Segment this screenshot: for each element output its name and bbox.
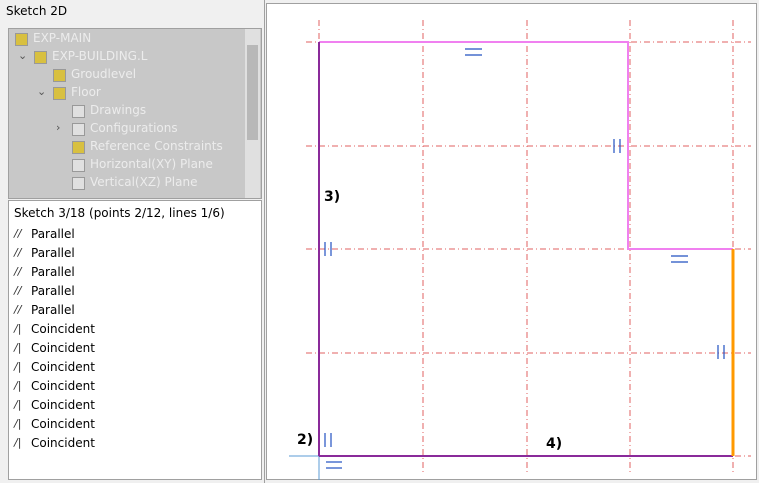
constraint-icon: //	[14, 284, 22, 297]
tree-item[interactable]: Drawings	[90, 103, 147, 117]
canvas-label: 2)	[297, 432, 313, 448]
tree-item[interactable]: Vertical(XZ) Plane	[90, 175, 198, 189]
tree-item[interactable]: Configurations	[90, 121, 178, 135]
constraint-item[interactable]: Parallel	[31, 265, 75, 279]
constraint-icon: /|	[14, 398, 22, 411]
constraint-icon: //	[14, 227, 22, 240]
tree-icon	[72, 159, 85, 172]
constraint-item[interactable]: Coincident	[31, 436, 95, 450]
constraint-icon: //	[14, 265, 22, 278]
constraint-item[interactable]: Parallel	[31, 246, 75, 260]
canvas-frame	[266, 3, 757, 480]
canvas-label: 3)	[324, 189, 340, 205]
constraint-item[interactable]: Coincident	[31, 341, 95, 355]
constraint-item[interactable]: Coincident	[31, 417, 95, 431]
expander[interactable]: ⌄	[18, 49, 28, 62]
tree-item[interactable]: EXP-BUILDING.L	[52, 49, 148, 63]
tree-icon	[34, 51, 47, 64]
constraint-icon: /|	[14, 379, 22, 392]
constraint-item[interactable]: Parallel	[31, 227, 75, 241]
tree-item[interactable]: Horizontal(XY) Plane	[90, 157, 213, 171]
tree-item[interactable]: Reference Constraints	[90, 139, 223, 153]
tree-icon	[53, 87, 66, 100]
constraint-icon: /|	[14, 341, 22, 354]
constraint-item[interactable]: Parallel	[31, 303, 75, 317]
tree-icon	[72, 123, 85, 136]
tree-icon	[72, 177, 85, 190]
sketch-header: Sketch 3/18 (points 2/12, lines 1/6)	[14, 206, 225, 220]
expander[interactable]: ⌄	[37, 85, 47, 98]
constraint-glyphs	[324, 48, 725, 469]
tree-item[interactable]: Floor	[71, 85, 101, 99]
canvas-label: 4)	[546, 436, 562, 452]
constraint-item[interactable]: Parallel	[31, 284, 75, 298]
constraint-icon: /|	[14, 322, 22, 335]
constraint-item[interactable]: Coincident	[31, 360, 95, 374]
tree-item[interactable]: EXP-MAIN	[33, 31, 92, 45]
constraint-list: Sketch 3/18 (points 2/12, lines 1/6) // P…	[8, 200, 262, 480]
tree-icon	[53, 69, 66, 82]
tree-item[interactable]: Groudlevel	[71, 67, 137, 81]
tree-icon	[72, 141, 85, 154]
expander[interactable]: ›	[56, 121, 61, 134]
constraint-icon: //	[14, 246, 22, 259]
constraint-item[interactable]: Coincident	[31, 379, 95, 393]
tree-view: EXP-MAIN ⌄ EXP-BUILDING.L Groudlevel ⌄ Floor D…	[8, 28, 262, 199]
left-panel: Sketch 2D EXP-MAIN ⌄ EXP-BUILDING.L Groudle…	[0, 0, 265, 483]
panel-title: Sketch 2D	[6, 4, 68, 18]
scroll-thumb[interactable]	[247, 45, 258, 140]
constraint-icon: //	[14, 303, 22, 316]
tree-icon	[72, 105, 85, 118]
scrollbar[interactable]	[245, 29, 260, 198]
constraint-icon: /|	[14, 417, 22, 430]
sketch-canvas[interactable]: 3) 2) 4)	[266, 0, 759, 483]
constraint-item[interactable]: Coincident	[31, 398, 95, 412]
tree-icon	[15, 33, 28, 46]
constraint-icon: /|	[14, 436, 22, 449]
sketch-line[interactable]	[319, 41, 733, 250]
constraint-item[interactable]: Coincident	[31, 322, 95, 336]
constraint-icon: /|	[14, 360, 22, 373]
